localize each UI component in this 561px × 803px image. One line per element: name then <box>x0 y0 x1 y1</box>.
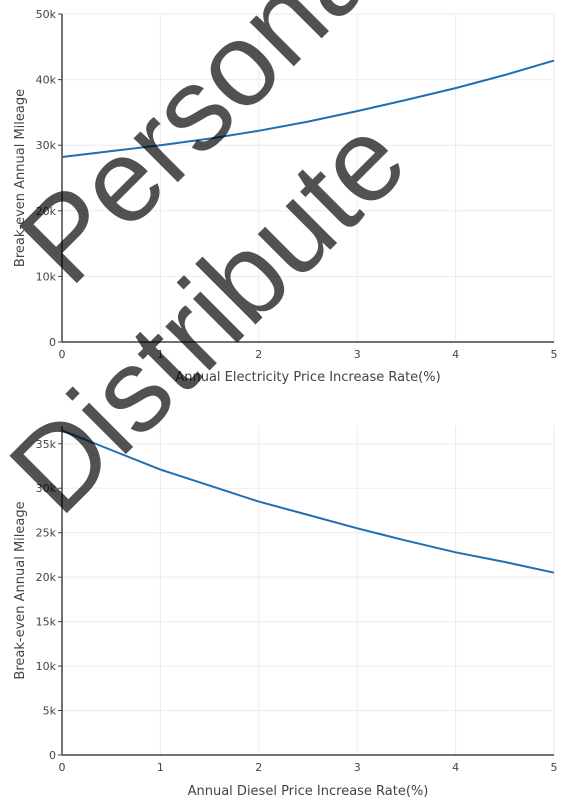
y-tick-label: 35k <box>36 438 57 451</box>
y-tick-label: 0 <box>49 749 56 762</box>
y-tick-label: 50k <box>36 8 57 21</box>
diesel-chart: 0 1 2 3 4 5 0 5k 10k 15k 20k 25k 30k 35k Annual Diesel… <box>13 426 558 799</box>
x-axis-title: Annual Diesel Price Increase Rate(%) <box>188 784 429 799</box>
x-tick-label: 4 <box>452 348 459 361</box>
y-tick-label: 20k <box>36 571 57 584</box>
series-line <box>61 429 555 574</box>
watermark: Personal Distribute <box>0 0 431 538</box>
y-axis-title: Break-even Annual Mileage <box>13 501 28 679</box>
y-tick-label: 10k <box>36 660 57 673</box>
electricity-chart: 0 1 2 3 4 5 0 10k 20k 30k 40k 50k Annual Electricity… <box>13 8 558 385</box>
y-tick-label: 15k <box>36 616 57 629</box>
y-tick-label: 5k <box>43 705 57 718</box>
y-axis-title: Break-even Annual Mileage <box>13 89 28 267</box>
x-tick-label: 0 <box>59 761 66 774</box>
x-tick-label: 3 <box>354 761 361 774</box>
x-tick-label: 4 <box>452 761 459 774</box>
x-tick-label: 1 <box>157 761 164 774</box>
y-tick-label: 0 <box>49 336 56 349</box>
x-tick-label: 5 <box>551 761 558 774</box>
x-tick-label: 2 <box>255 348 262 361</box>
x-tick-label: 3 <box>354 348 361 361</box>
x-tick-label: 5 <box>551 348 558 361</box>
y-tick-label: 30k <box>36 139 57 152</box>
y-tick-label: 25k <box>36 527 57 540</box>
x-tick-label: 2 <box>255 761 262 774</box>
series-line <box>61 59 555 158</box>
y-tick-label: 10k <box>36 270 57 283</box>
x-axis-title: Annual Electricity Price Increase Rate(%… <box>175 370 440 385</box>
y-tick-label: 30k <box>36 482 57 495</box>
x-tick-label: 1 <box>157 348 164 361</box>
y-tick-label: 40k <box>36 74 57 87</box>
y-tick-label: 20k <box>36 205 57 218</box>
x-tick-label: 0 <box>59 348 66 361</box>
